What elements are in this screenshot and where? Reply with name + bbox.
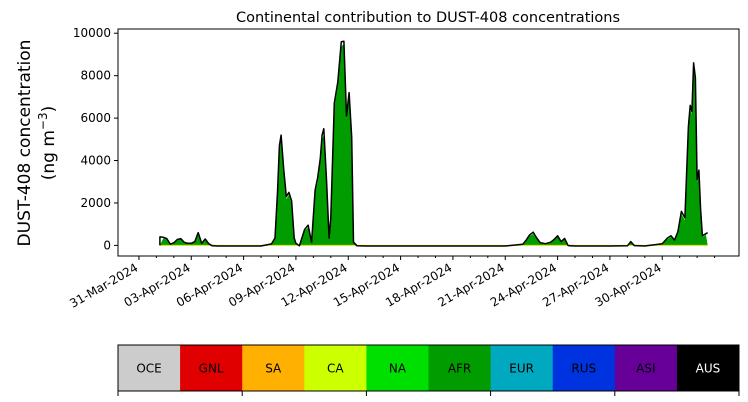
legend-swatch-afr [428, 345, 492, 391]
legend-label-na: NA [389, 362, 407, 376]
legend-swatch-eur [490, 345, 554, 391]
y-axis-unit-close: ) [39, 106, 59, 113]
total-line [159, 40, 708, 247]
y-axis-unit-base: (ng m [39, 130, 59, 180]
legend-swatch-rus [552, 345, 616, 391]
chart-title: Continental contribution to DUST-408 con… [236, 10, 620, 26]
y-axis-label: DUST-408 concentration (ng m−3) [15, 40, 59, 247]
y-tick-label: 6000 [80, 111, 111, 125]
y-axis-label-unit: (ng m−3) [36, 106, 59, 181]
legend-swatch-na [366, 345, 429, 391]
legend-label-gnl: GNL [199, 362, 224, 376]
y-axis-unit-sup: −3 [36, 112, 50, 130]
legend-label-ca: CA [327, 362, 344, 376]
legend-swatch-sa [242, 345, 305, 391]
y-tick-label: 2000 [80, 196, 111, 210]
legend-label-asi: ASI [636, 362, 655, 376]
y-tick-label: 0 [103, 238, 111, 252]
legend-label-oce: OCE [136, 362, 161, 376]
plot-frame [117, 28, 740, 257]
y-tick-label: 4000 [80, 154, 111, 168]
legend-swatch-asi [614, 345, 678, 391]
legend-label-afr: AFR [448, 362, 471, 376]
y-tick-label: 10000 [73, 26, 111, 40]
legend-swatch-ca [304, 345, 367, 391]
y-axis-label-main: DUST-408 concentration [15, 40, 35, 247]
area-series-na [159, 43, 708, 246]
legend-frame [117, 344, 740, 392]
legend-label-aus: AUS [696, 362, 721, 376]
area-series-afr [159, 44, 708, 246]
legend-swatch-aus [676, 345, 740, 391]
legend-bar: OCE GNL SA CA NA AFR EUR RUS ASI AUS [117, 344, 740, 396]
legend-label-rus: RUS [571, 362, 596, 376]
y-tick-label: 8000 [80, 69, 111, 83]
plot-area: 020004000600080001000031-Mar-202403-Apr-… [67, 26, 740, 311]
legend-swatch-gnl [180, 345, 243, 391]
legend-label-eur: EUR [509, 362, 534, 376]
legend-swatch-oce [118, 345, 181, 391]
legend-label-sa: SA [265, 362, 282, 376]
